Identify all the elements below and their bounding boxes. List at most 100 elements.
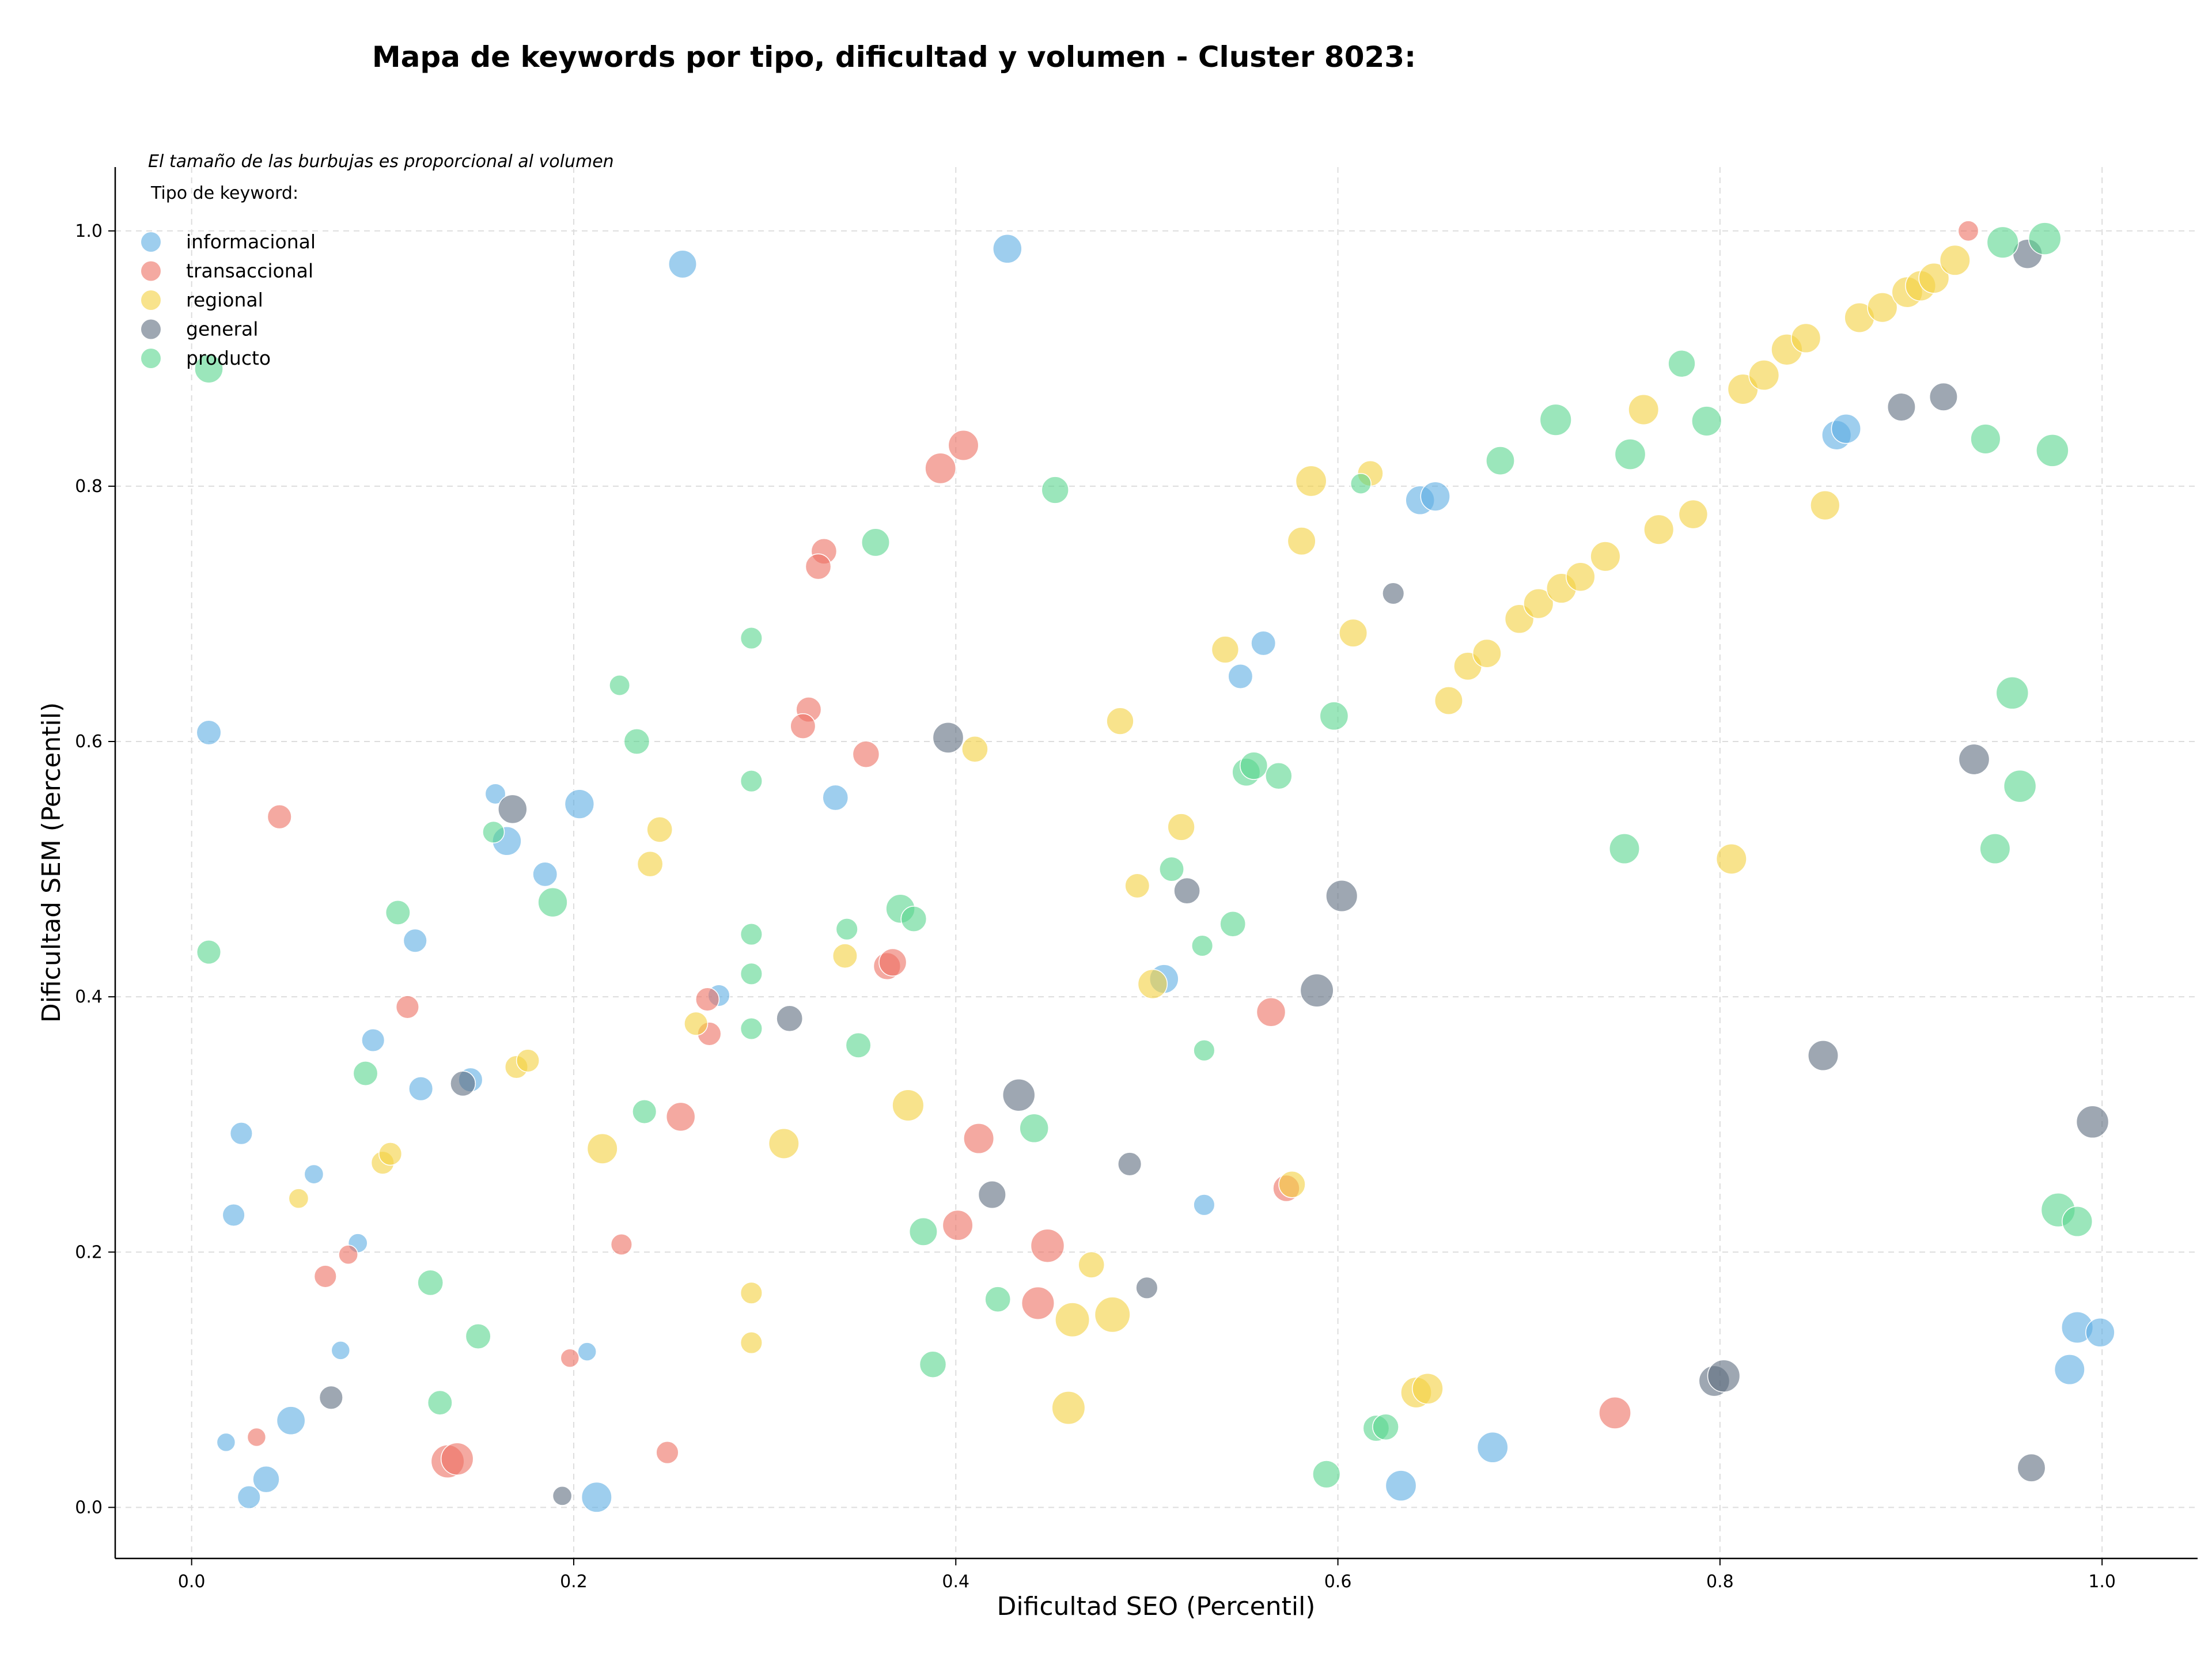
- bubble-transaccional: [395, 995, 419, 1019]
- bubble-producto: [1668, 350, 1696, 378]
- bubble-regional: [1078, 1251, 1105, 1278]
- bubble-general: [978, 1181, 1006, 1209]
- bubble-regional: [768, 1127, 800, 1159]
- bubble-general: [1929, 382, 1958, 411]
- bubble-regional: [1137, 968, 1168, 1000]
- bubble-regional: [1628, 394, 1660, 425]
- bubble-informacional: [229, 1122, 253, 1145]
- bubble-informacional: [276, 1406, 306, 1436]
- bubble-transaccional: [852, 740, 880, 768]
- bubble-transaccional: [338, 1244, 358, 1265]
- bubble-informacional: [1251, 630, 1277, 656]
- bubble-informacional: [577, 1342, 597, 1361]
- bubble-regional: [1094, 1296, 1131, 1333]
- bubble-informacional: [532, 861, 558, 887]
- bubble-producto: [1691, 406, 1722, 437]
- bubble-producto: [740, 770, 763, 793]
- bubble-transaccional: [1599, 1397, 1631, 1429]
- bubble-regional: [1434, 686, 1463, 716]
- axes: [114, 167, 2198, 1560]
- bubble-regional: [1590, 541, 1621, 572]
- y-tick-label: 0.6: [75, 732, 103, 752]
- bubble-transaccional: [247, 1427, 267, 1447]
- bubble-regional: [1167, 813, 1195, 841]
- bubble-informacional: [331, 1341, 351, 1360]
- bubble-regional: [1939, 244, 1971, 276]
- bubble-producto: [1609, 833, 1640, 865]
- bubble-informacional: [822, 784, 849, 811]
- bubble-regional: [1790, 323, 1821, 354]
- bubble-informacional: [581, 1481, 612, 1513]
- bubble-producto: [861, 528, 890, 557]
- legend-label-regional: regional: [186, 289, 263, 311]
- bubble-general: [2017, 1453, 2046, 1482]
- bubble-regional: [740, 1281, 763, 1304]
- bubble-regional: [740, 1331, 763, 1354]
- bubble-informacional: [1420, 481, 1450, 512]
- bubble-producto: [609, 675, 631, 696]
- bubble-producto: [1191, 934, 1214, 957]
- bubble-producto: [1193, 1039, 1215, 1062]
- bubble-transaccional: [440, 1442, 474, 1475]
- y-axis-title: Dificultad SEM (Percentil): [37, 702, 66, 1023]
- bubble-general: [1300, 973, 1334, 1008]
- bubble-transaccional: [1030, 1228, 1065, 1263]
- bubble-general: [1325, 880, 1358, 913]
- bubble-regional: [1051, 1391, 1086, 1425]
- legend-marker-general: [141, 319, 161, 339]
- bubble-regional: [1867, 292, 1898, 323]
- bubble-producto: [1219, 910, 1247, 937]
- legend-marker-producto: [141, 349, 161, 368]
- bubble-informacional: [1831, 414, 1861, 444]
- legend-label-general: general: [186, 318, 258, 340]
- bubble-regional: [586, 1133, 618, 1164]
- legend-label-producto: producto: [186, 347, 271, 369]
- bubble-regional: [961, 735, 988, 763]
- bubble-regional: [1339, 618, 1368, 648]
- bubble-informacional: [237, 1485, 261, 1509]
- chart-title: Mapa de keywords por tipo, dificultad y …: [372, 40, 1416, 74]
- bubble-producto: [1159, 856, 1184, 882]
- bubble-producto: [2003, 769, 2037, 803]
- bubble-producto: [1539, 403, 1572, 436]
- bubble-general: [1382, 582, 1405, 605]
- bubble-producto: [537, 887, 568, 918]
- bubble-regional: [1918, 262, 1950, 294]
- bubble-transaccional: [1957, 220, 1979, 242]
- bubble-informacional: [1385, 1470, 1417, 1502]
- x-tick-label: 1.0: [2088, 1572, 2116, 1592]
- bubble-general: [1958, 743, 1990, 775]
- bubble-informacional: [196, 720, 222, 746]
- bubble-regional: [1278, 1171, 1306, 1198]
- bubble-producto: [1486, 446, 1515, 475]
- bubble-informacional: [361, 1028, 385, 1053]
- bubble-transaccional: [695, 987, 720, 1012]
- bubble-regional: [1106, 707, 1134, 735]
- bubble-general: [776, 1005, 804, 1032]
- bubble-regional: [1287, 527, 1316, 556]
- bubble-producto: [1019, 1113, 1049, 1144]
- bubble-general: [1887, 392, 1916, 422]
- bubble-producto: [740, 1017, 763, 1041]
- bubble-producto: [1995, 676, 2029, 710]
- bubble-regional: [1715, 843, 1747, 875]
- bubble-producto: [845, 1032, 872, 1058]
- bubble-producto: [1041, 476, 1069, 504]
- bubble-informacional: [484, 783, 506, 805]
- bubble-informacional: [403, 928, 427, 953]
- bubble-regional: [1055, 1302, 1090, 1338]
- bubble-regional: [684, 1011, 709, 1036]
- bubble-regional: [378, 1142, 403, 1166]
- bubble-producto: [623, 728, 650, 755]
- x-tick-label: 0.6: [1324, 1572, 1352, 1592]
- bubble-producto: [196, 940, 222, 965]
- bubble-informacional: [1193, 1194, 1215, 1216]
- bubble-regional: [832, 943, 858, 969]
- bubble-informacional: [993, 234, 1022, 264]
- bubble-regional: [1566, 562, 1596, 592]
- bubble-producto: [740, 962, 763, 985]
- bubble-transaccional: [1021, 1286, 1055, 1320]
- bubble-regional: [288, 1188, 309, 1209]
- legend-marker-transaccional: [141, 261, 161, 281]
